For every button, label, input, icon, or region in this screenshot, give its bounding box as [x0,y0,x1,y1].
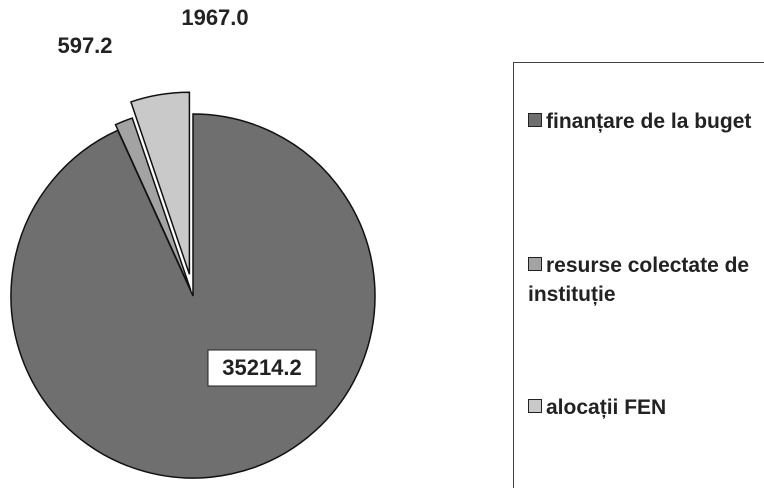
legend-entry: alocații FEN [528,393,760,422]
pie-slice [114,117,192,291]
legend-label: finanțare de la buget [546,110,752,133]
legend-label: resurse colectate de instituție [528,254,750,306]
pie-slice [129,91,191,275]
legend-entry: finanțare de la buget [528,107,760,136]
label-box [207,349,317,387]
legend: finanțare de la buget resurse colectate d… [513,62,764,488]
legend-swatch [528,113,542,127]
legend-swatch [528,257,542,271]
data-label: 597.2 [57,33,112,58]
data-label: 35214.2 [222,355,302,380]
data-label: 1967.0 [181,5,248,30]
legend-entry: resurse colectate de instituție [528,251,760,309]
pie-slice [10,113,376,479]
legend-label: alocații FEN [546,396,667,419]
legend-swatch [528,399,542,413]
